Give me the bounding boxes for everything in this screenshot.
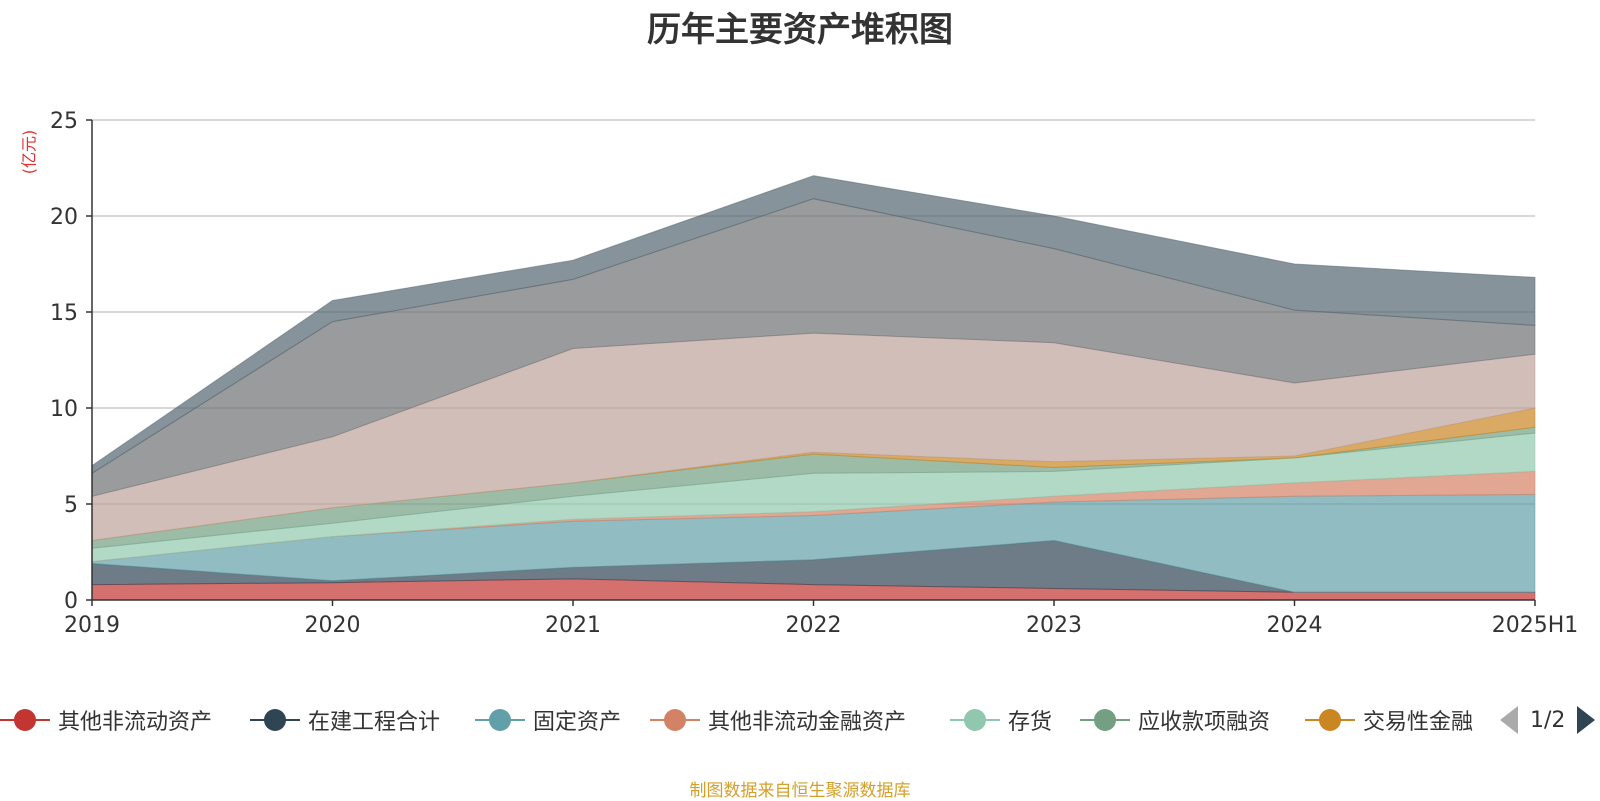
legend-label: 应收款项融资: [1138, 710, 1271, 735]
legend-marker-icon: [950, 702, 1000, 738]
y-tick-label: 20: [50, 205, 78, 230]
x-tick-label: 2023: [1026, 613, 1082, 638]
legend-label: 固定资产: [533, 710, 622, 735]
legend-item[interactable]: 其他非流动资产: [0, 702, 212, 738]
legend-prev-page-icon[interactable]: [1500, 706, 1518, 734]
legend: 其他非流动资产 在建工程合计 固定资产 其他非流动金融资产 存货 应收款项融资 交易性金融: [0, 702, 1600, 738]
x-tick-label: 2019: [64, 613, 120, 638]
legend-page-indicator: 1/2: [1530, 707, 1566, 733]
x-tick-label: 2024: [1267, 613, 1323, 638]
legend-marker-icon: [475, 702, 525, 738]
legend-marker-icon: [0, 702, 50, 738]
legend-label: 交易性金融: [1363, 710, 1474, 735]
legend-marker-icon: [1080, 702, 1130, 738]
area-series-9: [91, 175, 1536, 475]
y-tick-label: 10: [50, 397, 78, 422]
x-tick-label: 2025H1: [1492, 613, 1579, 638]
legend-marker-icon: [1305, 702, 1355, 738]
legend-item[interactable]: 在建工程合计: [250, 702, 440, 738]
axes: 0 5 10 15 20 25 2019 2020 2021 2022 2023 2024 2025H1: [50, 109, 1578, 638]
y-tick-label: 5: [64, 493, 78, 518]
legend-item[interactable]: 交易性金融: [1305, 702, 1473, 738]
legend-label: 在建工程合计: [308, 710, 441, 735]
area-series-layer: [91, 175, 1536, 601]
legend-item[interactable]: 存货: [950, 702, 1052, 738]
legend-marker-icon: [250, 702, 300, 738]
legend-item[interactable]: 其他非流动金融资产: [650, 702, 906, 738]
legend-label: 其他非流动资产: [58, 710, 213, 735]
x-tick-label: 2021: [545, 613, 601, 638]
legend-pager: 1/2: [1500, 702, 1596, 738]
y-tick-label: 0: [64, 589, 78, 614]
legend-item[interactable]: 固定资产: [475, 702, 621, 738]
legend-marker-icon: [650, 702, 700, 738]
y-tick-label: 25: [50, 109, 78, 134]
legend-label: 其他非流动金融资产: [708, 710, 907, 735]
legend-next-page-icon[interactable]: [1577, 706, 1596, 734]
x-tick-label: 2022: [786, 613, 842, 638]
chart-title: 历年主要资产堆积图: [647, 10, 953, 50]
y-tick-label: 15: [50, 301, 78, 326]
x-tick-label: 2020: [305, 613, 361, 638]
legend-label: 存货: [1008, 710, 1053, 735]
data-source-note: 制图数据来自恒生聚源数据库: [689, 781, 911, 801]
legend-item[interactable]: 应收款项融资: [1080, 702, 1270, 738]
stacked-area-chart: 0 5 10 15 20 25 2019 2020 2021 2022 2023 2024 2025H1: [50, 109, 1578, 638]
